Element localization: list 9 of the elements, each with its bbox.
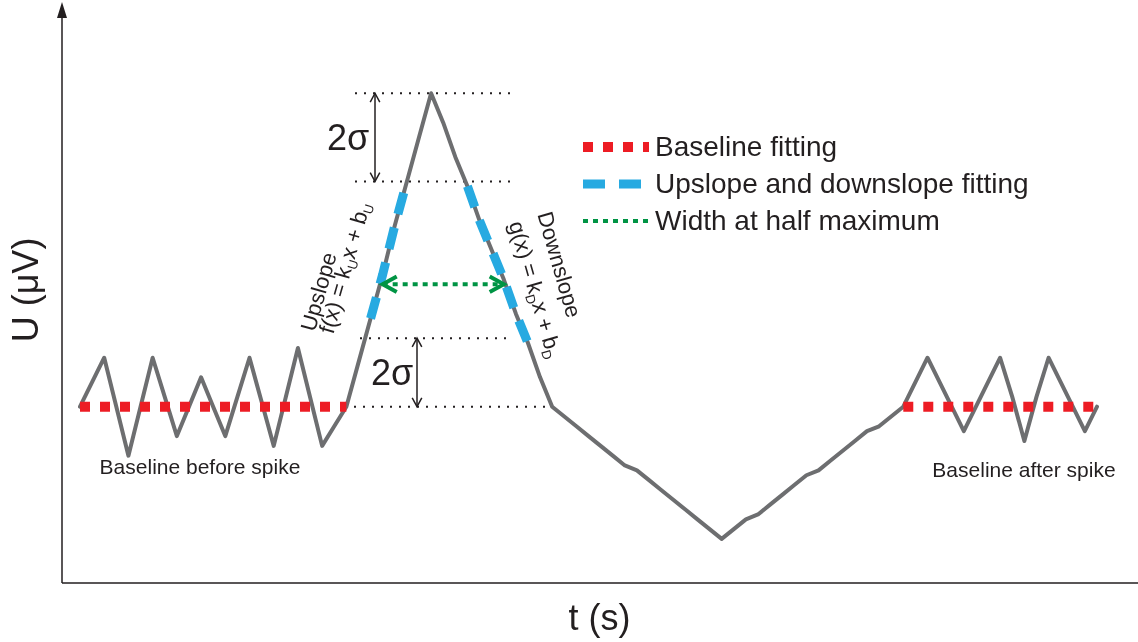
legend-label: Baseline fitting (655, 130, 838, 163)
annotation: Baseline after spike (932, 457, 1116, 481)
x-axis-title: t (s) (568, 596, 631, 638)
y-axis-title: U (μV) (4, 237, 46, 343)
legend-label: Width at half maximum (655, 204, 940, 237)
annotation: Baseline before spike (99, 454, 301, 478)
annotation: 2σ (370, 351, 414, 393)
annotation: 2σ (326, 116, 370, 158)
legend-label: Upslope and downslope fitting (655, 167, 1029, 200)
